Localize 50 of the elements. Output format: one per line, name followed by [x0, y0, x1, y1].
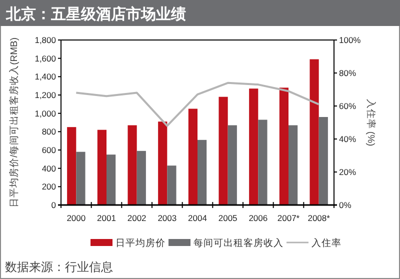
y2-tick-label: 20% [339, 167, 356, 177]
bar [106, 154, 116, 205]
y2-tick-label: 0% [339, 200, 352, 210]
bar [310, 59, 319, 205]
y2-tick-label: 100% [339, 35, 362, 45]
bar [76, 152, 86, 205]
legend-label: 每间可出租客房收入 [194, 237, 284, 249]
bar [167, 166, 176, 205]
x-tick-label: 2004 [188, 213, 208, 223]
y-axis-title: 日平均房价/每间可出租客房收入(RMB) [8, 37, 20, 208]
y-tick-label: 1,000 [34, 108, 56, 118]
y-tick-label: 1,200 [34, 90, 56, 100]
y-tick-label: 400 [42, 163, 56, 174]
legend-label: 入住率 [312, 237, 342, 249]
bar [188, 108, 198, 205]
bar [288, 125, 298, 205]
y-tick-label: 0 [51, 200, 56, 210]
x-tick-label: 2008* [308, 213, 331, 223]
y-tick-label: 800 [42, 126, 56, 137]
x-tick-label: 2000 [66, 213, 86, 223]
y-tick-label: 600 [42, 145, 56, 155]
bar [258, 120, 268, 205]
bar [158, 122, 168, 205]
bar [136, 150, 146, 205]
y-tick-label: 1,400 [34, 72, 56, 82]
bar [228, 125, 237, 205]
legend-label: 日平均房价 [116, 237, 166, 249]
bar [128, 125, 137, 205]
y2-tick-label: 60% [339, 101, 356, 111]
y-tick-label: 200 [42, 182, 56, 192]
x-tick-label: 2005 [218, 213, 238, 223]
x-tick-label: 2006 [248, 213, 268, 223]
bar [279, 88, 288, 205]
x-tick-label: 2007* [277, 213, 300, 223]
y-tick-label: 1,600 [34, 53, 56, 64]
bar [198, 140, 207, 205]
x-tick-label: 2003 [158, 213, 177, 223]
bar [218, 96, 228, 205]
y2-tick-label: 80% [339, 68, 356, 78]
bar [97, 130, 106, 205]
bar [67, 127, 76, 205]
y2-axis-title: 入住率 (%) [365, 98, 377, 146]
bar [249, 88, 258, 205]
bar [318, 117, 328, 205]
x-tick-label: 2001 [97, 213, 116, 223]
y-tick-label: 1,800 [34, 35, 56, 45]
y2-tick-label: 40% [339, 134, 356, 144]
chart-title: 北京：五星级酒店市场业绩 [5, 5, 186, 23]
x-tick-label: 2002 [127, 213, 147, 223]
source-note: 数据来源：行业信息 [5, 260, 113, 274]
